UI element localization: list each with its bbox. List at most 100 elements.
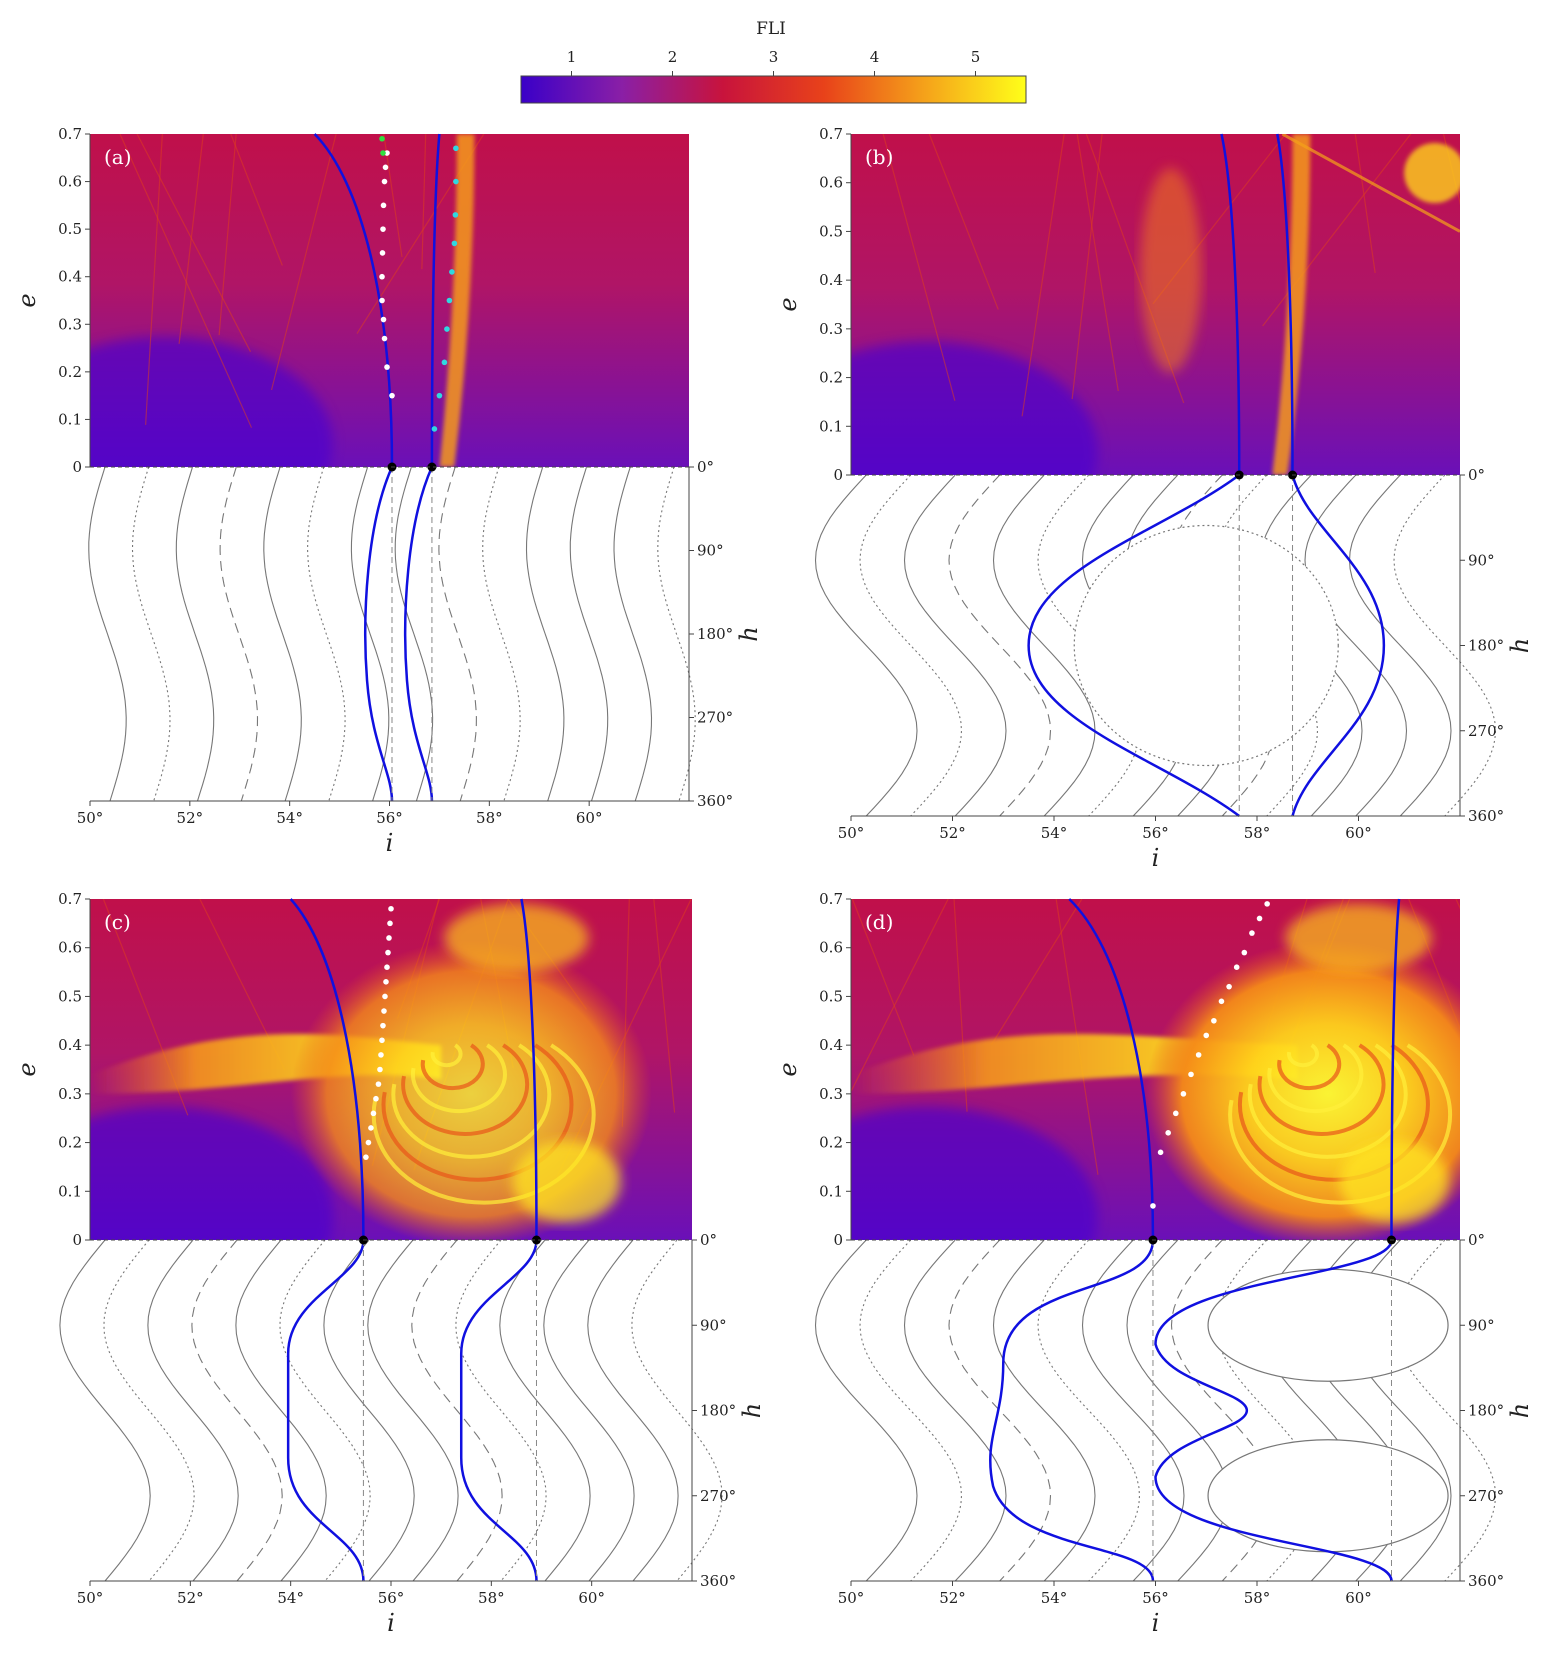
- chaotic-layer: [439, 134, 475, 467]
- resonance-streak: [1071, 134, 1103, 400]
- separatrix-lower: [1154, 1239, 1393, 1582]
- swirl-arc: [1277, 1043, 1342, 1091]
- circulation-curve: [103, 1239, 195, 1582]
- circulation-curve: [191, 1239, 283, 1582]
- swirl-arc: [391, 1043, 552, 1159]
- circulation-curve: [587, 1239, 679, 1582]
- orbit-marker: [444, 326, 450, 332]
- y-axis-label: e: [774, 1062, 802, 1076]
- orbit-marker: [386, 935, 392, 941]
- orbit-marker: [436, 392, 443, 399]
- e-tick-label: 0.3: [58, 1085, 82, 1103]
- e-tick-label: 0.2: [58, 363, 82, 381]
- orbit-marker: [379, 1037, 385, 1044]
- circulation-curve: [350, 466, 390, 802]
- chaotic-patch: [512, 1140, 621, 1223]
- circulation-curve: [1170, 1239, 1274, 1582]
- separatrices: [1027, 133, 1386, 818]
- axes: 0 0.1 0.2 0.3 0.4 0.5 0.6 0.7 50° 52° 54° 56° 58° 60°…: [774, 890, 1534, 1637]
- e-tick-label: 0.7: [58, 125, 82, 143]
- separatrices: [989, 898, 1401, 1582]
- white-dots: [363, 905, 394, 1160]
- orbit-marker: [1211, 1017, 1217, 1024]
- circulation-curve: [859, 1239, 963, 1582]
- orbit-marker: [389, 392, 395, 399]
- orbit-marker: [381, 1008, 387, 1014]
- i-tick-label: 50°: [838, 824, 865, 842]
- e-tick-label: 0.6: [58, 939, 82, 957]
- e-tick-label: 0: [72, 458, 82, 476]
- swirl-arc: [401, 1043, 530, 1136]
- circulation-curve: [859, 474, 963, 817]
- orbit-marker: [452, 212, 459, 218]
- e-tick-label: 0.1: [58, 410, 82, 428]
- e-tick-label: 0.6: [819, 939, 843, 957]
- resonance-streak: [928, 134, 999, 310]
- orbit-marker: [446, 297, 453, 304]
- equilibrium-point: [427, 462, 437, 472]
- e-tick-label: 0.5: [58, 220, 82, 238]
- h-tick-label: 90°: [700, 1316, 727, 1334]
- orbit-marker: [451, 240, 458, 247]
- chaotic-patch: [1404, 142, 1460, 203]
- separatrix-upper: [1390, 898, 1401, 1241]
- e-tick-label: 0: [72, 1231, 82, 1249]
- resonance-streak: [119, 134, 253, 428]
- circulation-curve: [569, 466, 609, 802]
- i-tick-label: 52°: [177, 1589, 204, 1607]
- x-axis-label: i: [387, 1609, 395, 1637]
- resonance-streak: [270, 134, 337, 391]
- i-tick-label: 56°: [1142, 824, 1169, 842]
- h-tick-label: 360°: [697, 792, 733, 810]
- fli-heatmap: [90, 899, 692, 1240]
- panel-c: 0 0.1 0.2 0.3 0.4 0.5 0.6 0.7 50° 52° 54° 56° 58° 60°…: [13, 890, 766, 1637]
- swirl-arc: [1257, 1043, 1386, 1136]
- orbit-marker: [378, 1052, 384, 1058]
- h-tick-label: 270°: [700, 1487, 736, 1505]
- separatrix-upper: [289, 898, 365, 1241]
- circulation-curve: [455, 1239, 547, 1582]
- orbit-marker: [1150, 1203, 1156, 1209]
- libration-curve: [1207, 1439, 1449, 1553]
- h-tick-label: 90°: [697, 542, 724, 560]
- e-tick-label: 0.2: [819, 369, 843, 387]
- i-tick-label: 60°: [576, 809, 603, 827]
- orbit-marker: [388, 905, 394, 912]
- resonance-streak: [421, 134, 427, 270]
- circulation-curve: [657, 466, 696, 802]
- separatrix-upper: [1276, 133, 1294, 476]
- orbit-marker: [1203, 1032, 1210, 1039]
- circulation-curve: [1037, 1239, 1141, 1582]
- circulation-curve: [613, 466, 653, 802]
- h-tick-label: 0°: [700, 1231, 717, 1249]
- separatrix-upper: [520, 898, 538, 1241]
- colorbar-tick-label: 1: [567, 48, 577, 66]
- e-tick-label: 0.6: [58, 173, 82, 191]
- low-fli-region: [851, 1106, 1098, 1240]
- y-axis-label: e: [13, 1062, 41, 1076]
- circulation-curve: [814, 474, 918, 817]
- orbit-marker: [1188, 1071, 1194, 1078]
- orbit-marker: [368, 1125, 374, 1131]
- e-tick-label: 0.7: [819, 125, 843, 143]
- separatrix-upper: [1068, 898, 1155, 1241]
- colorbar: FLI 1 2 3 4 5: [520, 19, 1027, 104]
- circulation-curve: [1304, 474, 1408, 817]
- low-fli-region: [90, 336, 333, 467]
- i-tick-label: 56°: [376, 809, 403, 827]
- e-tick-label: 0.5: [819, 222, 843, 240]
- y-axis-label: e: [774, 297, 802, 311]
- i-tick-label: 52°: [939, 1589, 966, 1607]
- circulation-curve: [499, 1239, 591, 1582]
- axes: 0 0.1 0.2 0.3 0.4 0.5 0.6 0.7 50° 52° 54° 56° 58° 60°…: [13, 125, 763, 857]
- circulation-curve: [235, 1239, 327, 1582]
- white-dots: [1150, 901, 1270, 1209]
- orbit-marker: [1195, 1052, 1202, 1058]
- separatrices: [313, 133, 441, 802]
- orbit-marker: [1256, 915, 1263, 922]
- orbit-marker: [380, 226, 386, 232]
- phase-portrait: [59, 1239, 723, 1582]
- i-tick-label: 56°: [378, 1589, 405, 1607]
- orbit-marker: [380, 202, 387, 209]
